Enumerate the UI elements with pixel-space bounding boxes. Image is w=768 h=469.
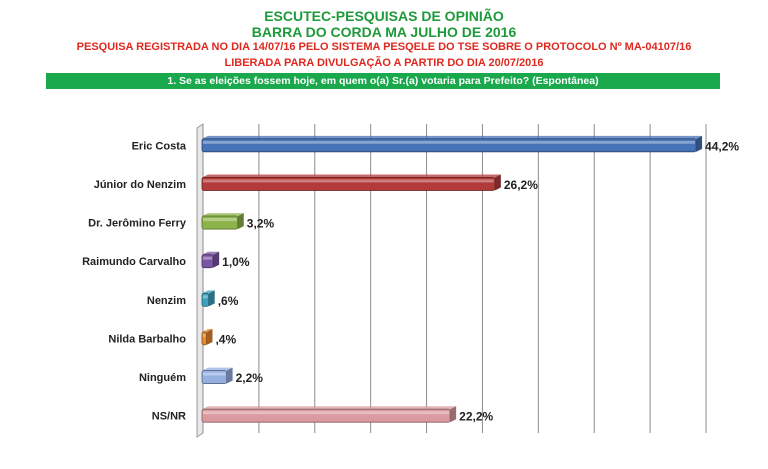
data-label: 3,2%	[247, 217, 275, 231]
bar	[201, 254, 214, 269]
category-label: Dr. Jerômino Ferry	[88, 218, 187, 230]
chart-side-wall	[196, 123, 204, 438]
survey-title: ESCUTEC-PESQUISAS DE OPINIÃO	[264, 8, 504, 24]
bar-end-face	[226, 367, 233, 384]
bar-top-face	[202, 290, 215, 294]
bar	[201, 177, 496, 191]
data-label: 2,2%	[236, 371, 264, 385]
bar-highlight	[203, 372, 226, 376]
bar	[201, 408, 451, 423]
bar-end-face	[206, 328, 213, 345]
bar-highlight	[203, 218, 237, 222]
bar-top-face	[202, 406, 457, 410]
bar-highlight	[203, 256, 213, 260]
category-label: Nilda Barbalho	[108, 333, 186, 345]
bar-end-face	[237, 213, 244, 230]
bar-top-face	[202, 328, 213, 332]
bar-top-face	[202, 251, 220, 255]
bar-top-face	[202, 367, 233, 371]
data-label: ,6%	[218, 294, 239, 308]
question-banner: 1. Se as eleições fossem hoje, em quem o…	[46, 73, 720, 89]
survey-subtitle: BARRA DO CORDA MA JULHO DE 2016	[251, 24, 517, 40]
bar	[201, 292, 210, 307]
category-label: Nenzim	[147, 295, 186, 307]
bar	[201, 370, 227, 384]
release-note: LIBERADA PARA DIVULGAÇÃO A PARTIR DO DIA…	[224, 57, 544, 69]
data-label: 1,0%	[222, 255, 250, 269]
bar-end-face	[213, 251, 220, 268]
bar-end-face	[450, 406, 457, 423]
bar	[201, 331, 207, 346]
bar-highlight	[203, 411, 450, 415]
bar	[201, 215, 239, 230]
category-label: Raimundo Carvalho	[82, 256, 186, 268]
bar-end-face	[208, 290, 215, 307]
bar-top-face	[202, 213, 244, 217]
bar	[201, 138, 697, 153]
data-label: ,4%	[215, 332, 236, 346]
bar-highlight	[203, 333, 206, 337]
category-label: NS/NR	[152, 411, 186, 423]
data-label: 44,2%	[705, 139, 739, 153]
data-label: 26,2%	[504, 178, 538, 192]
registration-note: PESQUISA REGISTRADA NO DIA 14/07/16 PELO…	[76, 41, 692, 53]
bar-highlight	[203, 179, 494, 183]
bar-end-face	[696, 135, 703, 152]
category-label: Eric Costa	[132, 140, 187, 152]
bar-end-face	[494, 174, 501, 191]
category-label: Júnior do Nenzim	[94, 179, 187, 191]
bar-top-face	[202, 135, 703, 139]
category-label: Ninguém	[139, 372, 186, 384]
bar-highlight	[203, 295, 208, 299]
bar-highlight	[203, 140, 696, 144]
data-label: 22,2%	[459, 410, 493, 424]
bar-top-face	[202, 174, 501, 178]
